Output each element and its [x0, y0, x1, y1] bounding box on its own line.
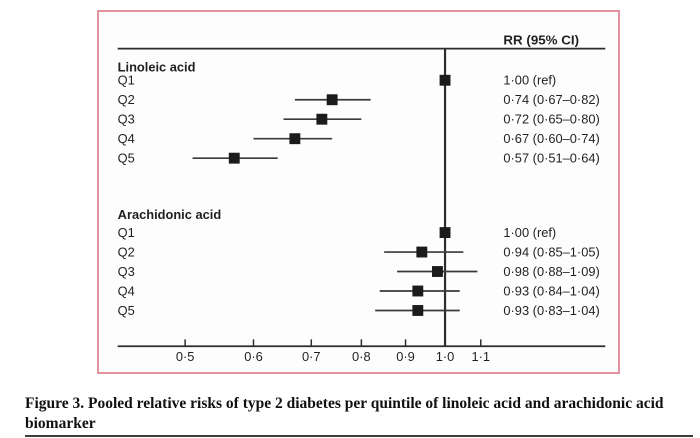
rr-value-label: 1·00 (ref) — [503, 225, 556, 240]
caption-line1: Figure 3. Pooled relative risks of type … — [25, 395, 664, 412]
point-marker — [439, 74, 451, 86]
point-marker — [316, 113, 328, 125]
x-axis-tick-label: 0·7 — [302, 349, 321, 364]
row-label: Q2 — [118, 92, 135, 107]
x-axis-tick-label: 1·1 — [471, 349, 490, 364]
point-marker — [228, 152, 240, 164]
row-label: Q4 — [118, 131, 135, 146]
rr-value-label: 0·93 (0·83–1·04) — [503, 303, 599, 318]
rr-value-label: 1·00 (ref) — [503, 73, 556, 88]
rr-value-label: 0·57 (0·51–0·64) — [503, 151, 599, 166]
point-marker — [439, 227, 451, 238]
row-label: Q1 — [118, 225, 135, 240]
rr-value-label: 0·67 (0·60–0·74) — [503, 131, 599, 146]
row-label: Q3 — [118, 264, 135, 279]
rr-value-label: 0·93 (0·84–1·04) — [503, 283, 599, 298]
x-axis-tick-label: 0·6 — [244, 349, 263, 364]
forest-plot: RR (95% CI) 0·5 0·6 0·7 0·8 0·9 1·0 1·1 Linoleic… — [117, 33, 606, 364]
column-header-label: RR (95% CI) — [503, 33, 579, 48]
bottom-rule — [25, 435, 693, 437]
x-axis-tick-label: 0·9 — [396, 349, 415, 364]
row-label: Q2 — [118, 244, 135, 259]
rr-value-label: 0·72 (0·65–0·80) — [503, 112, 599, 127]
row-label: Q4 — [118, 283, 135, 298]
point-marker — [289, 133, 301, 145]
group-label: Arachidonic acid — [118, 207, 222, 222]
row-label: Q1 — [118, 73, 135, 88]
point-marker — [416, 246, 428, 258]
x-axis-tick-label: 1·0 — [436, 349, 455, 364]
x-axis-tick-label: 0·8 — [352, 349, 371, 364]
rr-value-label: 0·74 (0·67–0·82) — [503, 92, 599, 107]
x-axis-tick-label: 0·5 — [176, 349, 195, 364]
row-label: Q5 — [118, 303, 135, 318]
figure-caption: Figure 3. Pooled relative risks of type … — [25, 394, 697, 434]
forest-plot-frame: RR (95% CI) 0·5 0·6 0·7 0·8 0·9 1·0 1·1 Linoleic… — [97, 10, 620, 374]
point-marker — [326, 94, 338, 106]
rr-value-label: 0·98 (0·88–1·09) — [503, 264, 599, 279]
rr-value-label: 0·94 (0·85–1·05) — [503, 244, 599, 259]
caption-line2: biomarker — [25, 414, 96, 432]
point-marker — [412, 305, 424, 316]
point-marker — [412, 285, 424, 297]
row-label: Q3 — [118, 112, 135, 127]
point-marker — [432, 266, 443, 277]
row-label: Q5 — [118, 151, 135, 166]
group-label: Linoleic acid — [118, 59, 196, 74]
